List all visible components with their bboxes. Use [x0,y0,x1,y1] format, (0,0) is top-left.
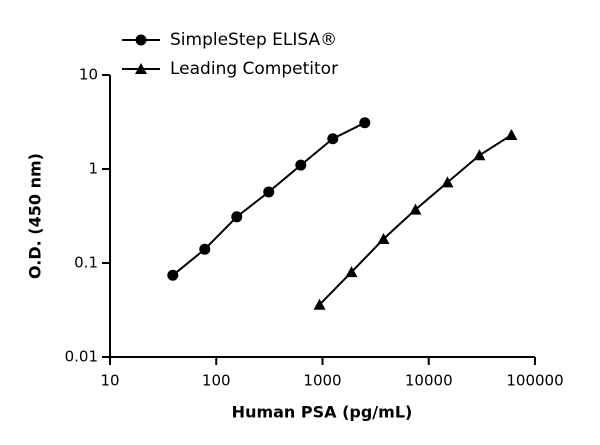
circle-marker [199,243,211,255]
x-axis-title: Human PSA (pg/mL) [232,403,413,422]
circle-marker [359,117,371,129]
x-tick-label: 1000 [303,372,341,390]
circle-marker [327,133,339,145]
y-tick-label: 0.1 [74,254,98,272]
triangle-marker [135,63,147,74]
x-tick-label: 10 [100,372,119,390]
y-axis-title: O.D. (450 nm) [26,153,45,279]
series-line [318,134,512,306]
triangle-marker [473,149,486,161]
triangle-marker [409,203,422,215]
triangle-marker [441,176,454,188]
circle-marker [167,269,179,281]
circle-marker [231,211,243,223]
triangle-marker [505,128,518,140]
triangle-marker [345,266,358,278]
x-tick-label: 100000 [506,372,563,390]
y-tick-label: 10 [79,66,98,84]
y-tick-label: 0.01 [65,348,98,366]
circle-marker [135,34,147,46]
circle-marker [263,186,275,198]
x-tick-label: 100 [202,372,231,390]
x-tick-label: 10000 [405,372,453,390]
triangle-marker [313,298,326,310]
y-tick-label: 1 [88,160,98,178]
legend-label: Leading Competitor [170,59,338,79]
triangle-marker [377,233,390,245]
legend-label: SimpleStep ELISA® [170,30,337,50]
circle-marker [295,159,307,171]
